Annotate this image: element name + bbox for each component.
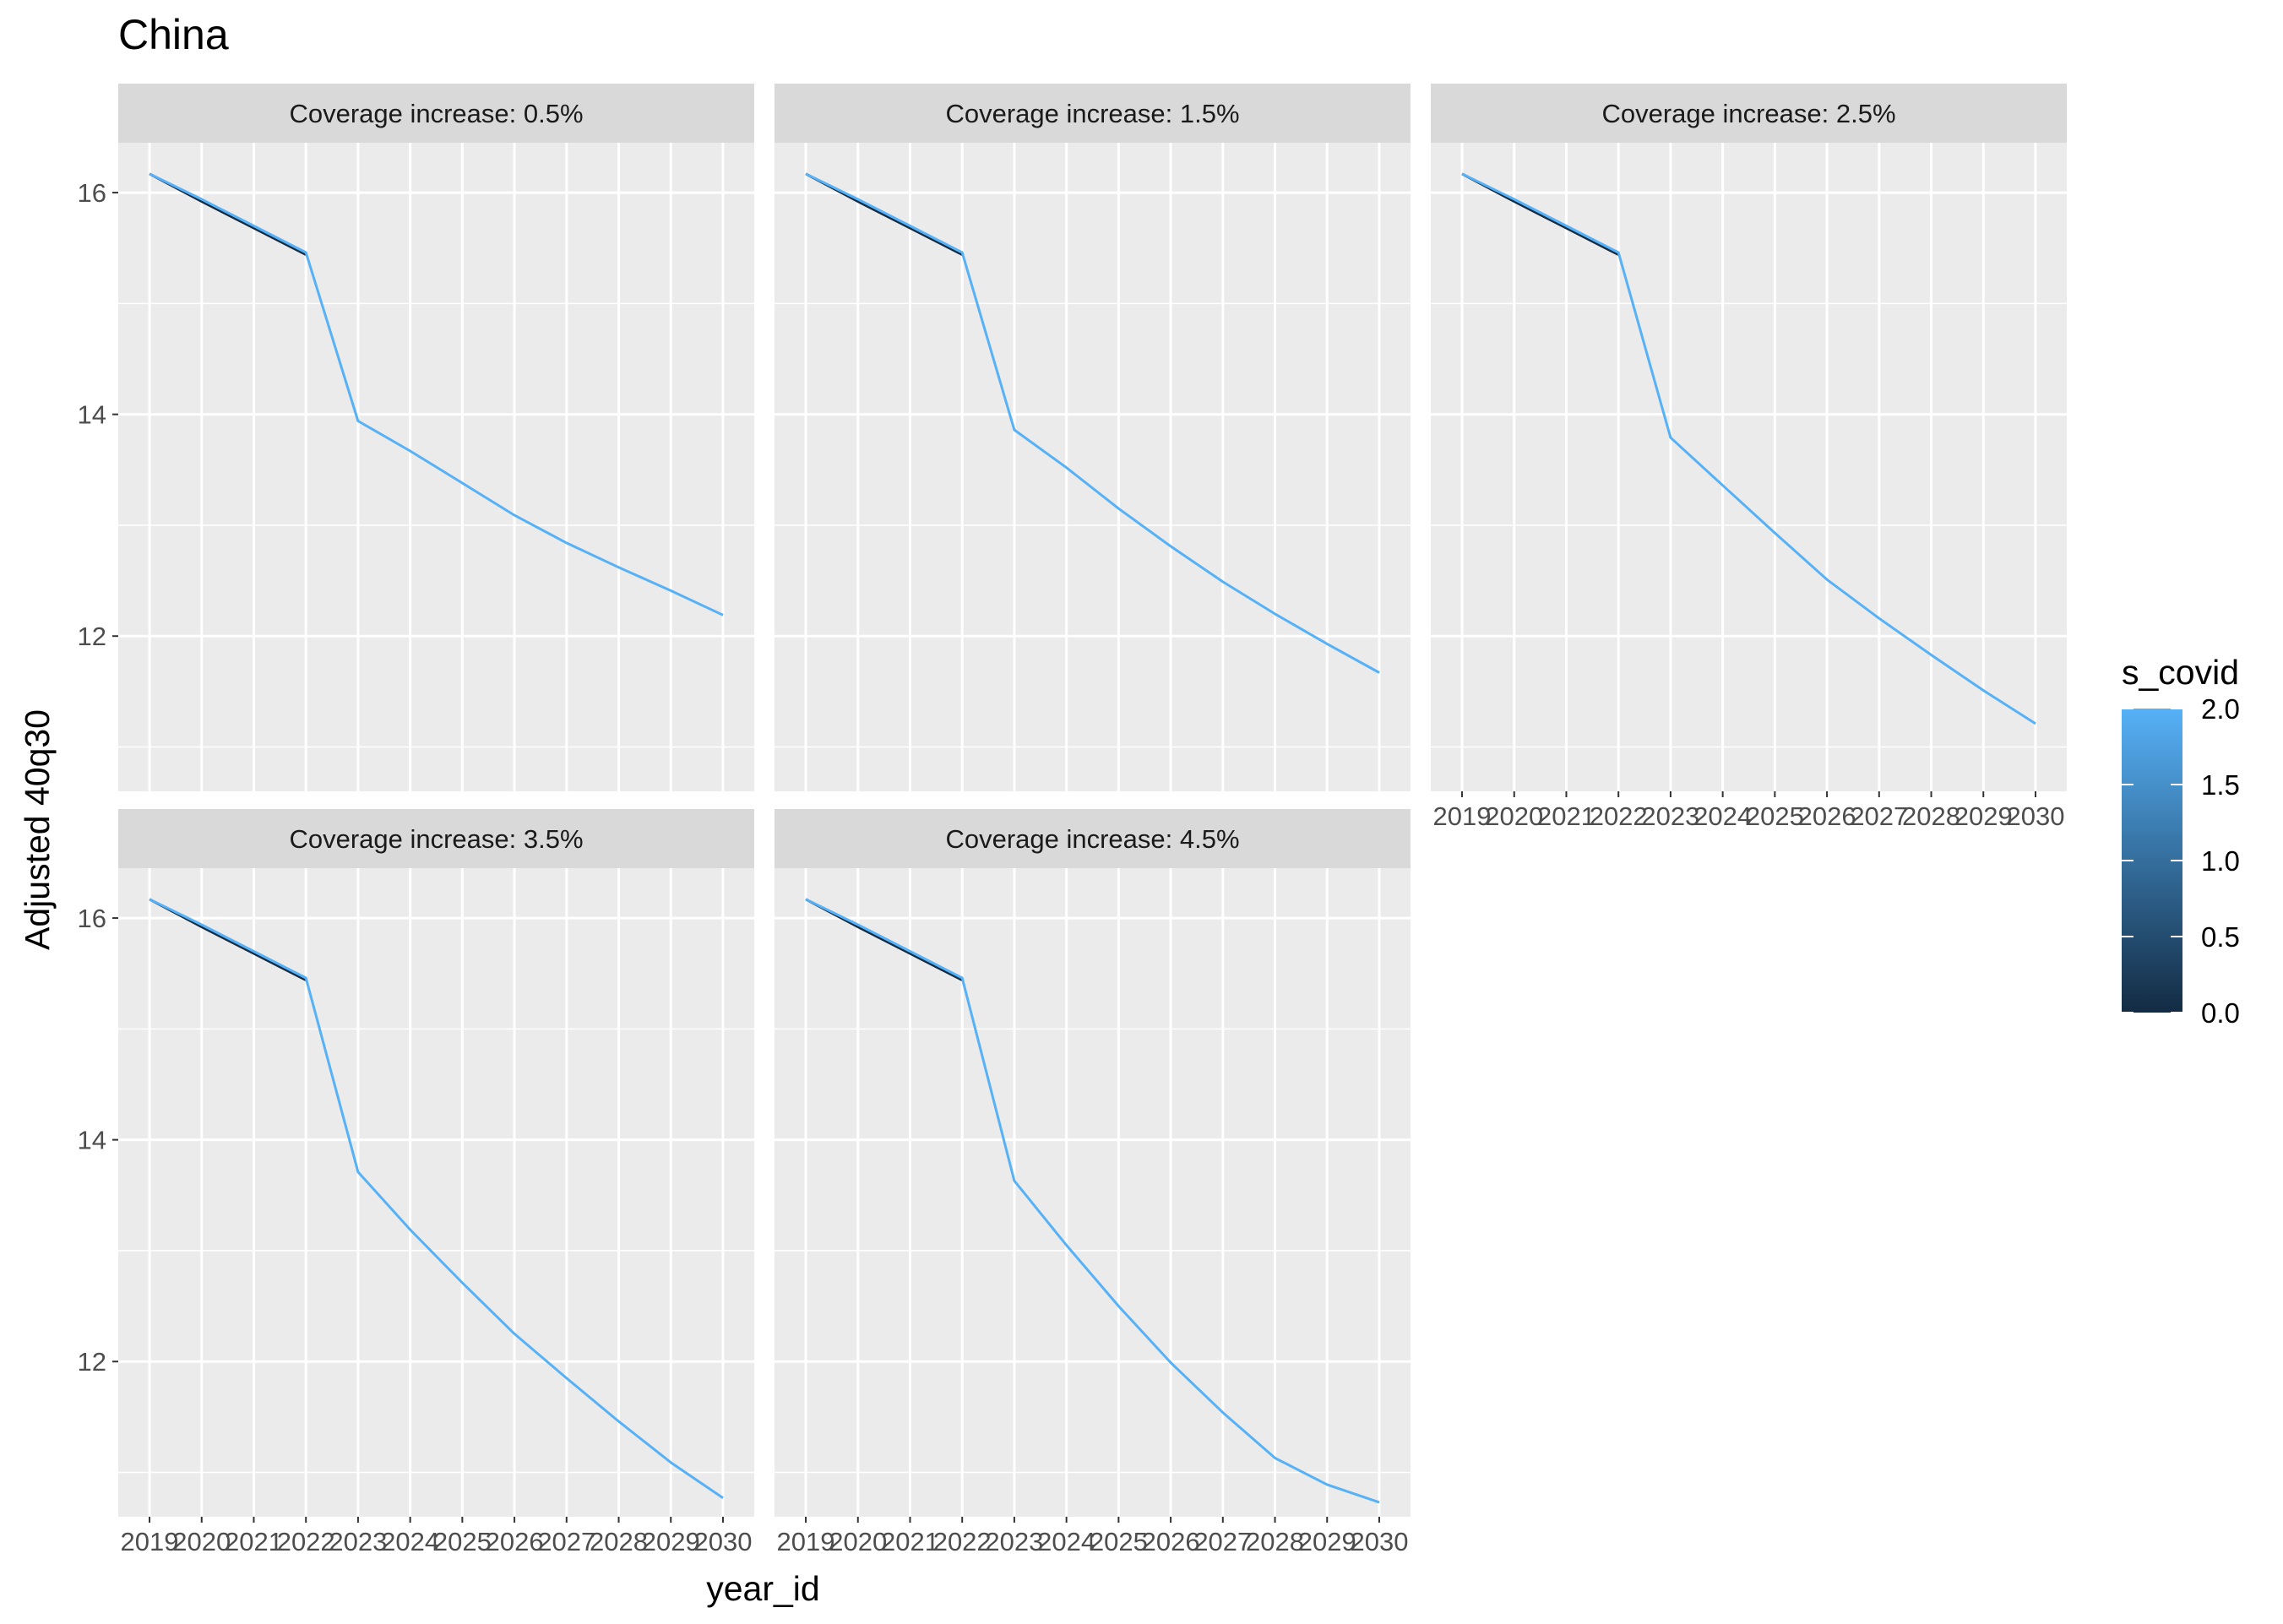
x-tick-label: 2023 [1641,801,1699,831]
series-line-s_covid-2 [149,898,724,1499]
x-tick-label: 2030 [693,1527,752,1556]
x-tick-label: 2023 [329,1527,387,1556]
x-tick-label: 2028 [1902,801,1960,831]
facet-strip [118,84,754,143]
x-tick-label: 2025 [433,1527,492,1556]
panel-background [775,868,1411,1517]
facet-panel-4: Coverage increase: 3.5%12141620192020202… [78,809,754,1556]
y-tick-label: 16 [78,178,106,208]
facet-strip-label: Coverage increase: 2.5% [1601,99,1895,128]
y-tick-label: 14 [78,1126,106,1155]
x-tick-label: 2029 [642,1527,700,1556]
y-tick-label: 14 [78,400,106,430]
facet-strip [775,84,1411,143]
x-tick-label: 2026 [486,1527,544,1556]
x-tick-label: 2024 [1037,1527,1095,1556]
x-tick-label: 2025 [1746,801,1804,831]
x-tick-label: 2028 [1246,1527,1304,1556]
facet-panel-1: Coverage increase: 0.5% 12 14 16 [78,84,754,791]
x-tick-label: 2023 [985,1527,1043,1556]
facet-strip-label: Coverage increase: 3.5% [289,824,583,854]
panel-background [775,143,1411,791]
facet-strip [775,809,1411,868]
x-tick-label: 2020 [1485,801,1543,831]
facet-panel-5: Coverage increase: 4.5%20192020202120222… [775,809,1411,1556]
x-tick-label: 2029 [1954,801,2013,831]
y-tick-label: 12 [78,622,106,651]
legend: s_covid 0.0 0.5 1.0 1.5 2.0 [2122,653,2240,1029]
legend-title: s_covid [2122,653,2239,692]
x-tick-label: 2020 [172,1527,231,1556]
legend-tick-label: 0.5 [2201,921,2240,953]
x-tick-label: 2024 [1693,801,1752,831]
facet-strip-label: Coverage increase: 1.5% [945,99,1239,128]
x-tick-label: 2030 [2006,801,2064,831]
facet-strip-label: Coverage increase: 4.5% [945,824,1239,854]
x-tick-label: 2029 [1298,1527,1356,1556]
series-line-s_covid-2 [1461,172,2036,725]
x-tick-label: 2028 [590,1527,648,1556]
x-tick-label: 2027 [1850,801,1908,831]
panel-background [118,868,754,1517]
legend-tick-label: 2.0 [2201,693,2240,725]
x-tick-label: 2019 [777,1527,835,1556]
x-tick-label: 2021 [225,1527,283,1556]
legend-tick-label: 1.5 [2201,769,2240,801]
facet-strip [118,809,754,868]
series-line-s_covid-2 [805,172,1380,674]
facet-panel-2: Coverage increase: 1.5% [775,84,1411,791]
chart-title: China [118,11,229,58]
x-tick-label: 2024 [381,1527,439,1556]
x-tick-label: 2027 [1193,1527,1252,1556]
series-line-s_covid-2 [149,172,724,616]
x-tick-label: 2026 [1798,801,1856,831]
facet-strip [1431,84,2067,143]
panel-background [1431,143,2067,791]
legend-tick-label: 0.0 [2201,997,2240,1029]
facet-panel-3: Coverage increase: 2.5%20192020202120222… [1431,84,2067,831]
x-tick-label: 2026 [1142,1527,1200,1556]
legend-tick-label: 1.0 [2201,845,2240,877]
series-line-s_covid-2 [805,898,1380,1504]
x-tick-label: 2022 [277,1527,335,1556]
x-tick-label: 2019 [1433,801,1492,831]
x-tick-label: 2021 [1537,801,1595,831]
x-tick-label: 2021 [881,1527,939,1556]
x-axis-label: year_id [706,1569,819,1608]
x-tick-label: 2020 [829,1527,887,1556]
x-tick-label: 2022 [1590,801,1648,831]
x-tick-label: 2025 [1090,1527,1148,1556]
y-tick-label: 12 [78,1347,106,1377]
y-axis-label: Adjusted 40q30 [18,709,57,950]
x-tick-label: 2030 [1350,1527,1408,1556]
y-tick-label: 16 [78,904,106,933]
x-tick-label: 2019 [121,1527,179,1556]
x-tick-label: 2022 [933,1527,992,1556]
x-tick-label: 2027 [537,1527,595,1556]
facet-strip-label: Coverage increase: 0.5% [289,99,583,128]
